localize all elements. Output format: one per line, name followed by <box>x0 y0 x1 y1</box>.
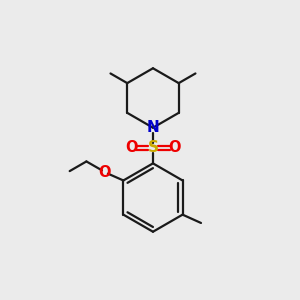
Text: O: O <box>99 165 111 180</box>
Text: O: O <box>168 140 181 155</box>
Text: N: N <box>147 120 159 135</box>
Text: S: S <box>148 140 158 155</box>
Text: O: O <box>125 140 138 155</box>
